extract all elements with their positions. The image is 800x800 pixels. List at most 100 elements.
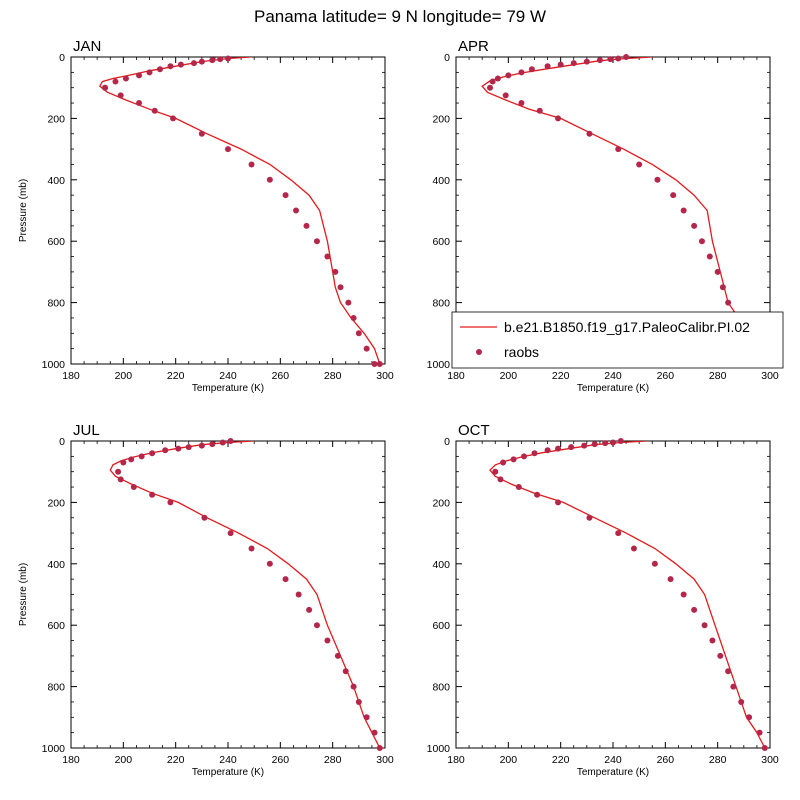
raobs-point bbox=[570, 60, 577, 67]
y-tick-label: 600 bbox=[47, 236, 65, 248]
raobs-point bbox=[217, 56, 224, 63]
raobs-point bbox=[505, 72, 512, 79]
raobs-point bbox=[146, 69, 153, 76]
panel-oct: 180 200 220 240 260 280 300 0 200 400 600 800 1000 Te… bbox=[427, 422, 779, 778]
raobs-point bbox=[670, 192, 677, 199]
raobs-point bbox=[149, 491, 156, 498]
raobs-point bbox=[138, 453, 145, 460]
raobs-point bbox=[128, 456, 135, 463]
raobs-point bbox=[615, 55, 622, 62]
raobs-point bbox=[185, 444, 192, 451]
x-tick-label: 300 bbox=[376, 370, 394, 382]
y-tick-label: 600 bbox=[432, 236, 450, 248]
x-axis-label: Temperature (K) bbox=[192, 767, 264, 778]
raobs-point bbox=[167, 63, 174, 70]
raobs-point bbox=[355, 698, 362, 705]
raobs-point bbox=[651, 560, 658, 567]
raobs-point bbox=[544, 63, 551, 70]
x-tick-label: 180 bbox=[447, 370, 465, 382]
raobs-point bbox=[225, 55, 231, 62]
panel-title: JAN bbox=[73, 38, 101, 55]
raobs-point bbox=[117, 476, 124, 483]
x-tick-label: 280 bbox=[324, 370, 342, 382]
raobs-point bbox=[248, 161, 255, 168]
raobs-point bbox=[602, 440, 609, 447]
figure-title: Panama latitude= 9 N longitude= 79 W bbox=[254, 7, 546, 26]
raobs-point bbox=[371, 729, 378, 736]
x-tick-label: 280 bbox=[709, 370, 727, 382]
raobs-point bbox=[487, 84, 494, 91]
raobs-point bbox=[617, 438, 624, 444]
raobs-point bbox=[175, 445, 182, 452]
raobs-point bbox=[295, 591, 302, 598]
raobs-point bbox=[363, 714, 370, 721]
raobs-point bbox=[162, 447, 169, 454]
raobs-point bbox=[248, 545, 255, 552]
y-tick-label: 200 bbox=[432, 113, 450, 125]
raobs-point bbox=[596, 57, 603, 64]
raobs-point bbox=[376, 361, 383, 367]
y-tick-label: 400 bbox=[47, 559, 65, 571]
raobs-point bbox=[730, 683, 737, 690]
x-axis-label: Temperature (K) bbox=[577, 767, 649, 778]
raobs-point bbox=[583, 58, 590, 65]
raobs-point bbox=[201, 514, 208, 521]
legend-model-label: b.e21.B1850.f19_g17.PaleoCalibr.PI.02 bbox=[504, 319, 750, 335]
raobs-point bbox=[225, 146, 231, 153]
x-tick-label: 220 bbox=[167, 370, 185, 382]
raobs-point bbox=[615, 530, 622, 537]
y-tick-label: 800 bbox=[47, 682, 65, 694]
raobs-point bbox=[555, 499, 562, 506]
y-tick-label: 400 bbox=[47, 175, 65, 187]
y-tick-label: 0 bbox=[444, 52, 450, 64]
plot-frame bbox=[70, 440, 386, 749]
y-tick-label: 0 bbox=[59, 436, 65, 448]
raobs-point bbox=[494, 75, 501, 82]
raobs-point bbox=[756, 729, 763, 736]
x-tick-label: 260 bbox=[657, 754, 675, 766]
x-tick-label: 220 bbox=[552, 370, 570, 382]
y-tick-label: 200 bbox=[47, 113, 65, 125]
raobs-point bbox=[303, 222, 310, 229]
x-tick-label: 200 bbox=[115, 370, 133, 382]
raobs-point bbox=[706, 253, 713, 260]
raobs-point bbox=[102, 84, 109, 91]
raobs-point bbox=[725, 299, 732, 306]
raobs-point bbox=[371, 361, 378, 367]
raobs-point bbox=[489, 78, 496, 85]
raobs-point bbox=[536, 107, 543, 114]
y-tick-label: 1000 bbox=[42, 359, 66, 371]
raobs-point bbox=[122, 75, 129, 82]
y-tick-label: 1000 bbox=[427, 359, 451, 371]
raobs-point bbox=[544, 447, 551, 454]
raobs-point bbox=[738, 698, 745, 705]
raobs-point bbox=[136, 72, 143, 79]
raobs-point bbox=[363, 345, 370, 352]
x-tick-label: 220 bbox=[552, 754, 570, 766]
raobs-point bbox=[149, 450, 156, 457]
panel-apr: 180 200 220 240 260 280 300 0 200 400 600 800 1000 Te… bbox=[427, 38, 779, 394]
raobs-point bbox=[654, 176, 661, 183]
raobs-point bbox=[332, 268, 339, 275]
plot-frame bbox=[70, 56, 386, 365]
x-tick-label: 240 bbox=[219, 754, 237, 766]
raobs-point bbox=[120, 459, 127, 466]
raobs-point bbox=[306, 606, 313, 613]
raobs-point bbox=[376, 745, 383, 751]
legend-raobs-label: raobs bbox=[504, 344, 539, 360]
raobs-point bbox=[568, 444, 575, 451]
raobs-point bbox=[136, 100, 143, 107]
raobs-point bbox=[266, 560, 273, 567]
raobs-point bbox=[680, 207, 687, 214]
raobs-point bbox=[117, 92, 124, 99]
raobs-point bbox=[555, 445, 562, 452]
raobs-point bbox=[725, 668, 732, 675]
raobs-point bbox=[227, 530, 234, 537]
raobs-point bbox=[709, 637, 716, 644]
raobs-point bbox=[492, 468, 499, 475]
raobs-point bbox=[691, 606, 698, 613]
raobs-point bbox=[337, 284, 344, 291]
raobs-point bbox=[190, 60, 197, 67]
raobs-point bbox=[607, 56, 614, 63]
panel-title: JUL bbox=[73, 422, 100, 439]
